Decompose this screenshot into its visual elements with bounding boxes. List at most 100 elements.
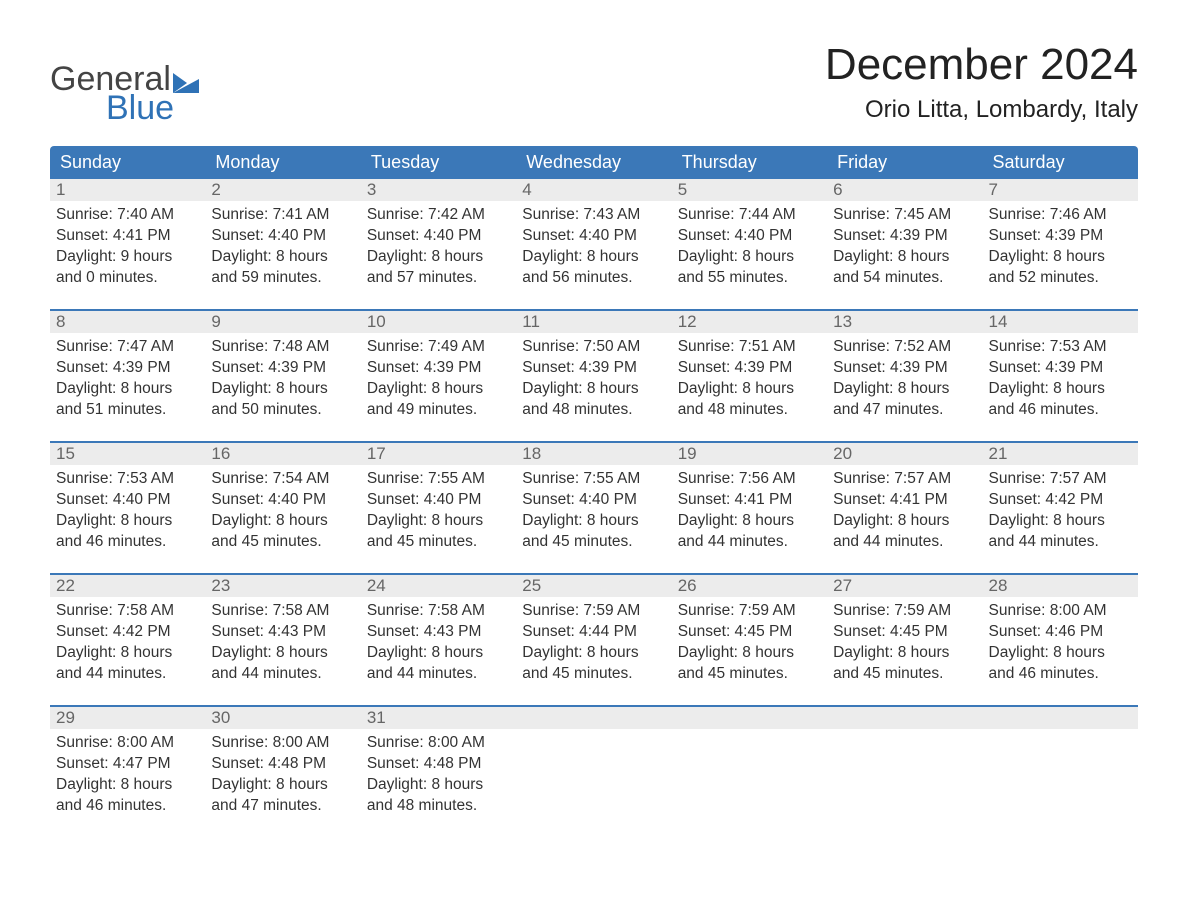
daylight-text: and 51 minutes. xyxy=(56,400,199,421)
sunrise-text: Sunrise: 7:42 AM xyxy=(367,205,510,226)
day-number: 12 xyxy=(672,311,827,333)
sunrise-text: Sunrise: 7:45 AM xyxy=(833,205,976,226)
day-cell: 4Sunrise: 7:43 AMSunset: 4:40 PMDaylight… xyxy=(516,179,671,297)
daylight-text: Daylight: 8 hours xyxy=(678,247,821,268)
sunrise-text: Sunrise: 7:58 AM xyxy=(211,601,354,622)
sunset-text: Sunset: 4:40 PM xyxy=(211,490,354,511)
sunrise-text: Sunrise: 7:51 AM xyxy=(678,337,821,358)
daylight-text: Daylight: 8 hours xyxy=(678,643,821,664)
day-details: Sunrise: 7:53 AMSunset: 4:40 PMDaylight:… xyxy=(50,465,205,555)
sunset-text: Sunset: 4:40 PM xyxy=(367,226,510,247)
daylight-text: and 46 minutes. xyxy=(56,796,199,817)
sunset-text: Sunset: 4:39 PM xyxy=(367,358,510,379)
daylight-text: and 59 minutes. xyxy=(211,268,354,289)
day-details: Sunrise: 7:56 AMSunset: 4:41 PMDaylight:… xyxy=(672,465,827,555)
weekday-header-row: Sunday Monday Tuesday Wednesday Thursday… xyxy=(50,146,1138,179)
daylight-text: and 45 minutes. xyxy=(211,532,354,553)
title-block: December 2024 Orio Litta, Lombardy, Ital… xyxy=(825,40,1138,124)
day-cell: 15Sunrise: 7:53 AMSunset: 4:40 PMDayligh… xyxy=(50,443,205,561)
week-row: 29Sunrise: 8:00 AMSunset: 4:47 PMDayligh… xyxy=(50,705,1138,825)
daylight-text: Daylight: 8 hours xyxy=(367,247,510,268)
logo-text-blue: Blue xyxy=(106,89,199,128)
daylight-text: and 54 minutes. xyxy=(833,268,976,289)
sunset-text: Sunset: 4:43 PM xyxy=(211,622,354,643)
calendar-grid: Sunday Monday Tuesday Wednesday Thursday… xyxy=(50,146,1138,825)
daylight-text: Daylight: 8 hours xyxy=(56,643,199,664)
daylight-text: and 44 minutes. xyxy=(56,664,199,685)
day-cell: 3 Sunrise: 7:42 AMSunset: 4:40 PMDaylight… xyxy=(361,179,516,297)
week-row: 22Sunrise: 7:58 AMSunset: 4:42 PMDayligh… xyxy=(50,573,1138,693)
day-number: 11 xyxy=(516,311,671,333)
sunset-text: Sunset: 4:44 PM xyxy=(522,622,665,643)
daylight-text: and 47 minutes. xyxy=(833,400,976,421)
weekday-header: Tuesday xyxy=(361,146,516,179)
sunset-text: Sunset: 4:39 PM xyxy=(56,358,199,379)
weekday-header: Thursday xyxy=(672,146,827,179)
daylight-text: Daylight: 8 hours xyxy=(211,511,354,532)
day-details: Sunrise: 7:40 AMSunset: 4:41 PMDaylight:… xyxy=(50,201,205,291)
day-details: Sunrise: 7:59 AMSunset: 4:45 PMDaylight:… xyxy=(827,597,982,687)
sunset-text: Sunset: 4:39 PM xyxy=(989,226,1132,247)
sunrise-text: Sunrise: 7:48 AM xyxy=(211,337,354,358)
day-number: 4 xyxy=(516,179,671,201)
day-number: 14 xyxy=(983,311,1138,333)
sunset-text: Sunset: 4:39 PM xyxy=(989,358,1132,379)
daylight-text: Daylight: 8 hours xyxy=(56,775,199,796)
day-cell: 1Sunrise: 7:40 AMSunset: 4:41 PMDaylight… xyxy=(50,179,205,297)
calendar-page: General Blue December 2024 Orio Litta, L… xyxy=(0,0,1188,875)
day-number: 26 xyxy=(672,575,827,597)
daylight-text: and 49 minutes. xyxy=(367,400,510,421)
day-cell: 30Sunrise: 8:00 AMSunset: 4:48 PMDayligh… xyxy=(205,707,360,825)
daylight-text: and 57 minutes. xyxy=(367,268,510,289)
daylight-text: and 44 minutes. xyxy=(211,664,354,685)
daylight-text: Daylight: 8 hours xyxy=(367,511,510,532)
day-details: Sunrise: 7:57 AMSunset: 4:42 PMDaylight:… xyxy=(983,465,1138,555)
daylight-text: Daylight: 8 hours xyxy=(367,775,510,796)
day-cell: 12Sunrise: 7:51 AMSunset: 4:39 PMDayligh… xyxy=(672,311,827,429)
daylight-text: Daylight: 8 hours xyxy=(211,379,354,400)
day-details: Sunrise: 7:41 AMSunset: 4:40 PMDaylight:… xyxy=(205,201,360,291)
day-number xyxy=(516,707,671,729)
day-details: Sunrise: 7:51 AMSunset: 4:39 PMDaylight:… xyxy=(672,333,827,423)
weekday-header: Sunday xyxy=(50,146,205,179)
sunset-text: Sunset: 4:41 PM xyxy=(833,490,976,511)
day-cell: 16Sunrise: 7:54 AMSunset: 4:40 PMDayligh… xyxy=(205,443,360,561)
day-number: 16 xyxy=(205,443,360,465)
daylight-text: and 52 minutes. xyxy=(989,268,1132,289)
day-cell: 8Sunrise: 7:47 AMSunset: 4:39 PMDaylight… xyxy=(50,311,205,429)
day-cell: 19Sunrise: 7:56 AMSunset: 4:41 PMDayligh… xyxy=(672,443,827,561)
day-details: Sunrise: 8:00 AMSunset: 4:48 PMDaylight:… xyxy=(361,729,516,819)
day-number: 27 xyxy=(827,575,982,597)
day-details: Sunrise: 7:59 AMSunset: 4:44 PMDaylight:… xyxy=(516,597,671,687)
day-number: 29 xyxy=(50,707,205,729)
daylight-text: Daylight: 9 hours xyxy=(56,247,199,268)
sunset-text: Sunset: 4:41 PM xyxy=(56,226,199,247)
day-details: Sunrise: 8:00 AMSunset: 4:46 PMDaylight:… xyxy=(983,597,1138,687)
sunset-text: Sunset: 4:39 PM xyxy=(678,358,821,379)
day-details: Sunrise: 7:47 AMSunset: 4:39 PMDaylight:… xyxy=(50,333,205,423)
day-number: 18 xyxy=(516,443,671,465)
daylight-text: and 55 minutes. xyxy=(678,268,821,289)
sunset-text: Sunset: 4:48 PM xyxy=(211,754,354,775)
sunset-text: Sunset: 4:42 PM xyxy=(56,622,199,643)
day-number: 3 xyxy=(361,179,516,201)
day-cell: 5Sunrise: 7:44 AMSunset: 4:40 PMDaylight… xyxy=(672,179,827,297)
sunset-text: Sunset: 4:40 PM xyxy=(522,490,665,511)
sunrise-text: Sunrise: 7:53 AM xyxy=(56,469,199,490)
sunset-text: Sunset: 4:41 PM xyxy=(678,490,821,511)
daylight-text: Daylight: 8 hours xyxy=(833,379,976,400)
sunset-text: Sunset: 4:40 PM xyxy=(56,490,199,511)
day-cell: 6Sunrise: 7:45 AMSunset: 4:39 PMDaylight… xyxy=(827,179,982,297)
daylight-text: and 45 minutes. xyxy=(833,664,976,685)
daylight-text: Daylight: 8 hours xyxy=(989,379,1132,400)
sunrise-text: Sunrise: 7:44 AM xyxy=(678,205,821,226)
day-number: 22 xyxy=(50,575,205,597)
day-number: 15 xyxy=(50,443,205,465)
week-row: 8Sunrise: 7:47 AMSunset: 4:39 PMDaylight… xyxy=(50,309,1138,429)
day-cell: 13Sunrise: 7:52 AMSunset: 4:39 PMDayligh… xyxy=(827,311,982,429)
sunset-text: Sunset: 4:40 PM xyxy=(367,490,510,511)
sunrise-text: Sunrise: 7:46 AM xyxy=(989,205,1132,226)
sunset-text: Sunset: 4:39 PM xyxy=(522,358,665,379)
sunrise-text: Sunrise: 7:52 AM xyxy=(833,337,976,358)
sunset-text: Sunset: 4:43 PM xyxy=(367,622,510,643)
